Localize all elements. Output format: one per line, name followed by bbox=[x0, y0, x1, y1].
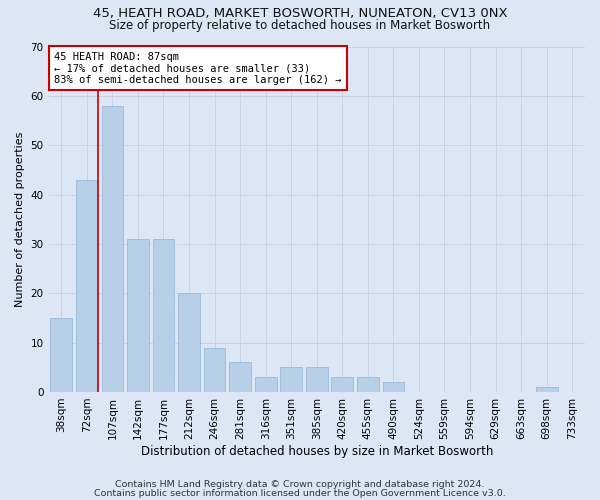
Bar bbox=[229, 362, 251, 392]
Bar bbox=[331, 377, 353, 392]
Bar bbox=[383, 382, 404, 392]
Bar bbox=[280, 368, 302, 392]
Text: Contains HM Land Registry data © Crown copyright and database right 2024.: Contains HM Land Registry data © Crown c… bbox=[115, 480, 485, 489]
Bar bbox=[101, 106, 123, 392]
Bar bbox=[306, 368, 328, 392]
Text: Size of property relative to detached houses in Market Bosworth: Size of property relative to detached ho… bbox=[109, 18, 491, 32]
Bar bbox=[255, 377, 277, 392]
Bar bbox=[178, 294, 200, 392]
Text: Contains public sector information licensed under the Open Government Licence v3: Contains public sector information licen… bbox=[94, 488, 506, 498]
Text: 45, HEATH ROAD, MARKET BOSWORTH, NUNEATON, CV13 0NX: 45, HEATH ROAD, MARKET BOSWORTH, NUNEATO… bbox=[92, 8, 508, 20]
Bar bbox=[50, 318, 72, 392]
X-axis label: Distribution of detached houses by size in Market Bosworth: Distribution of detached houses by size … bbox=[140, 444, 493, 458]
Bar bbox=[127, 239, 149, 392]
Bar bbox=[76, 180, 98, 392]
Bar bbox=[357, 377, 379, 392]
Bar bbox=[152, 239, 175, 392]
Text: 45 HEATH ROAD: 87sqm
← 17% of detached houses are smaller (33)
83% of semi-detac: 45 HEATH ROAD: 87sqm ← 17% of detached h… bbox=[54, 52, 341, 85]
Bar bbox=[204, 348, 226, 392]
Bar bbox=[536, 387, 557, 392]
Y-axis label: Number of detached properties: Number of detached properties bbox=[15, 132, 25, 307]
